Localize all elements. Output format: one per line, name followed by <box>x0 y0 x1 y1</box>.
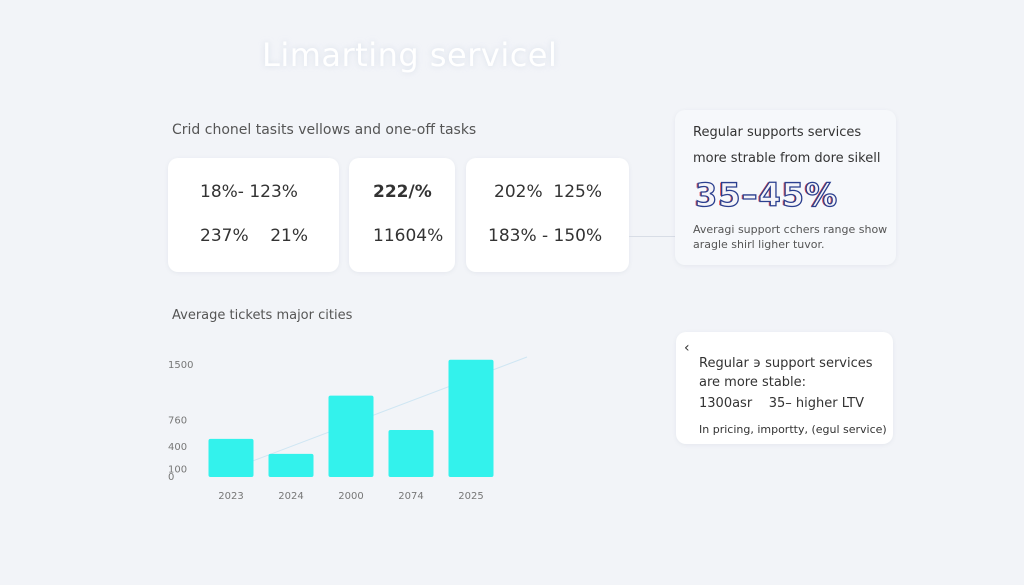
y-tick-label: 100 <box>168 465 187 476</box>
bar <box>268 453 314 477</box>
panel-note: Averagi support cchers range show <box>693 223 888 236</box>
stat-line: 18%- 123% <box>200 182 298 202</box>
panel-figure: 35–45% <box>694 175 839 214</box>
page-title: Limarting servicel <box>262 36 558 74</box>
back-icon[interactable]: ‹ <box>684 340 690 356</box>
bar <box>448 359 494 477</box>
stat-line: 183% - 150% <box>488 226 603 246</box>
chart-title: Average tickets major cities <box>172 308 353 323</box>
stat-card: 222/% 11604% <box>349 158 455 272</box>
stat-line: 237% 21% <box>200 226 309 246</box>
y-tick-label: 400 <box>168 442 187 453</box>
info-line: In pricing, importty, (egul service) <box>699 423 887 436</box>
stat-line: 202% 125% <box>494 182 603 202</box>
info-line: are more stable: <box>699 375 807 390</box>
x-tick-label: 2074 <box>398 491 423 502</box>
info-line: 1300asr 35– higher LTV <box>699 396 864 411</box>
panel-line: Regular supports services <box>693 125 862 140</box>
y-tick-label: 1500 <box>168 360 193 371</box>
stat-card: 202% 125% 183% - 150% <box>466 158 629 272</box>
bar <box>208 438 254 477</box>
y-tick-label: 0 <box>168 472 174 483</box>
connector <box>629 236 675 237</box>
x-tick-label: 2000 <box>338 491 363 502</box>
highlight-panel: Regular supports services more strable f… <box>675 110 896 265</box>
x-tick-label: 2023 <box>218 491 243 502</box>
stat-card: 18%- 123% 237% 21% <box>168 158 339 272</box>
stat-line: 11604% <box>373 226 444 246</box>
y-tick-label: 760 <box>168 415 187 426</box>
panel-note: aragle shirl ligher tuvor. <box>693 238 825 251</box>
x-tick-label: 2024 <box>278 491 303 502</box>
info-card: ‹ Regular ϶ support services are more st… <box>676 332 893 444</box>
info-line: Regular ϶ support services <box>699 356 873 371</box>
bar <box>388 429 434 477</box>
bar <box>328 395 374 477</box>
stat-line: 222/% <box>373 182 432 202</box>
x-tick-label: 2025 <box>458 491 483 502</box>
panel-line: more strable from dore sikell <box>693 151 881 166</box>
subtitle: Crid chonel tasits vellows and one-off t… <box>172 122 477 138</box>
